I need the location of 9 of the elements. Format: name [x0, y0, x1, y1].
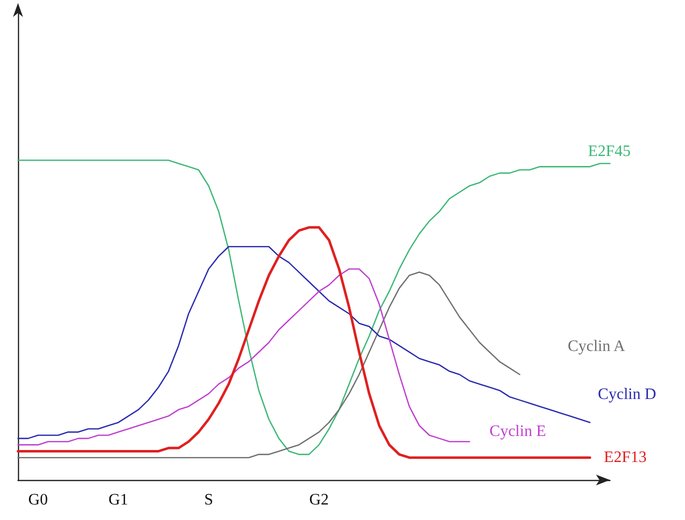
x-tick-label: S — [204, 492, 214, 508]
series-label: Cyclin D — [598, 386, 656, 403]
x-tick-label: G0 — [28, 492, 48, 508]
series-label: E2F13 — [604, 449, 647, 466]
series-label: E2F45 — [588, 142, 631, 160]
series-label: Cyclin E — [490, 423, 546, 440]
text: Cyclin A — [568, 338, 626, 355]
x-tick-label: G1 — [108, 492, 128, 508]
x-tick-label: G2 — [309, 492, 329, 508]
